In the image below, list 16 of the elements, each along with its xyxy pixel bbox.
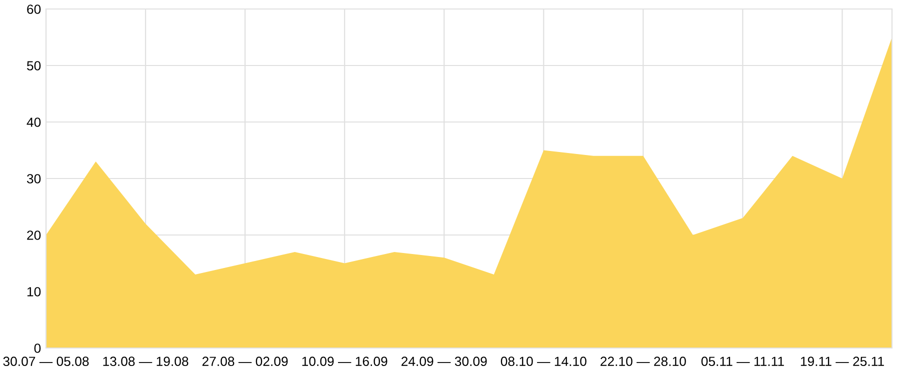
x-tick-label: 30.07 — 05.08 xyxy=(3,356,89,366)
x-tick-label: 05.11 — 11.11 xyxy=(701,356,784,366)
y-tick-label: 60 xyxy=(27,4,41,14)
x-tick-label: 10.09 — 16.09 xyxy=(302,356,388,366)
x-tick-label: 22.10 — 28.10 xyxy=(600,356,686,366)
y-tick-label: 40 xyxy=(26,118,41,127)
x-tick-label: 27.08 — 02.09 xyxy=(202,356,288,366)
x-tick-label: 13.08 — 19.08 xyxy=(103,356,188,366)
y-tick-label: 0 xyxy=(34,344,41,353)
x-tick-label: 24.09 — 30.09 xyxy=(402,356,487,366)
y-tick-label: 20 xyxy=(27,230,41,240)
y-tick-label: 30 xyxy=(26,174,41,184)
x-tick-label: 19.11 — 25.11 xyxy=(800,356,884,366)
y-tick-label: 50 xyxy=(26,61,41,70)
x-tick-label: 08.10 — 14.10 xyxy=(500,356,586,366)
y-tick-label: 10 xyxy=(27,287,41,296)
